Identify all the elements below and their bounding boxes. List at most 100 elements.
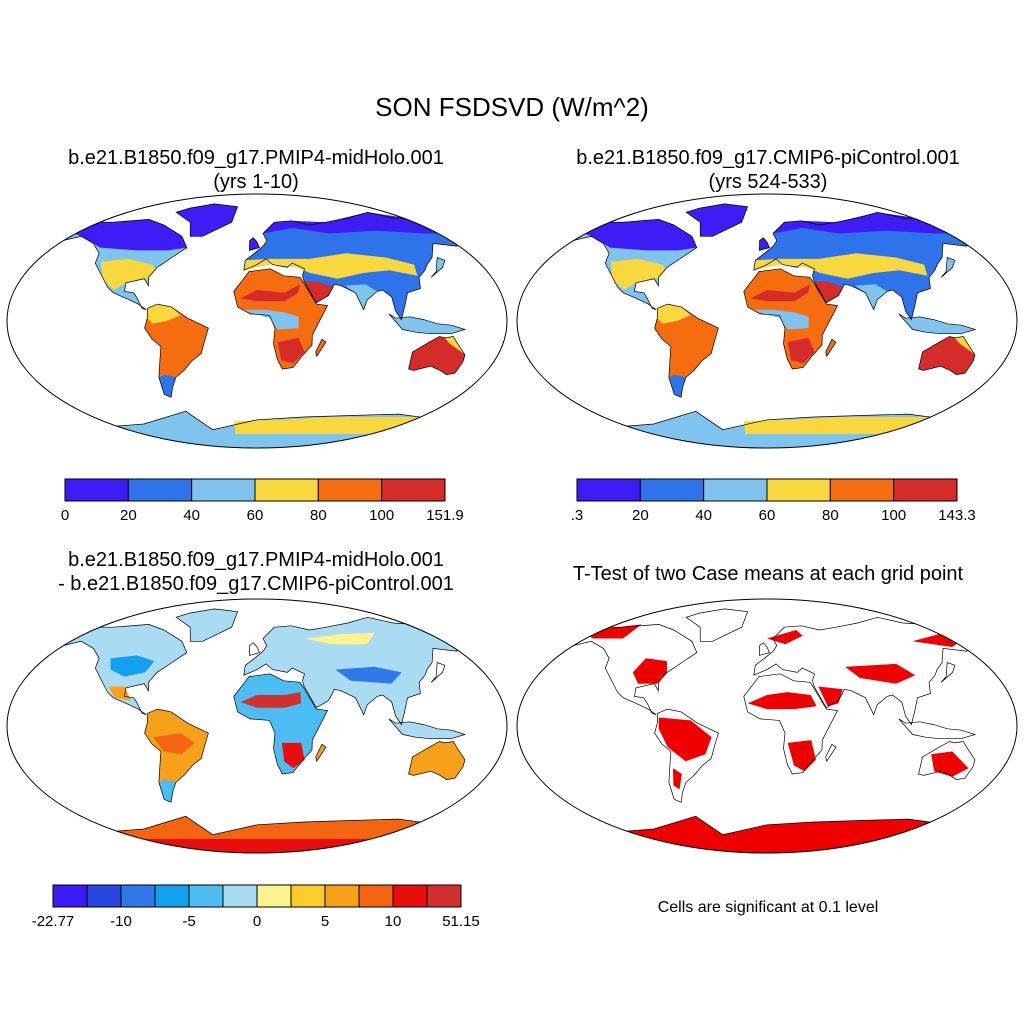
colorbar-box <box>426 884 462 908</box>
coastline <box>940 257 956 278</box>
sig-scandinavia <box>767 630 803 645</box>
panel2-title: b.e21.B1850.f09_g17.CMIP6-piControl.001 … <box>518 146 1018 194</box>
colorbar-box <box>576 478 641 502</box>
amazon-pos <box>153 733 195 755</box>
coastline <box>233 673 329 775</box>
colorbar-midholo: 0 20 40 60 80 100 151.9 <box>61 478 464 524</box>
india <box>855 284 888 310</box>
colorbar-box <box>64 478 129 502</box>
colorbar-tick-label: 0 <box>61 507 69 524</box>
colorbar-tick-label: .3 <box>571 507 584 524</box>
namerica-south <box>101 258 157 290</box>
japan <box>941 257 955 278</box>
map-panel-picontrol <box>516 193 1018 449</box>
colorbar-tick-label: 143.3 <box>938 507 976 524</box>
coastline <box>144 303 209 398</box>
samerica <box>144 709 209 803</box>
coastline <box>685 608 749 642</box>
coastline <box>825 338 837 358</box>
samerica <box>654 304 719 398</box>
coastline <box>753 616 984 726</box>
namerica-neg <box>110 655 155 677</box>
colorbar-box <box>703 478 768 502</box>
significance-note: Cells are significant at 0.1 level <box>657 899 879 916</box>
uk <box>249 237 260 251</box>
colorbar-tick-label: 60 <box>759 507 776 524</box>
panel4-title: T-Test of two Case means at each grid po… <box>572 563 964 585</box>
colorbar-tick-label: 51.15 <box>442 913 480 930</box>
sahel-pos <box>240 692 301 708</box>
colorbar-box <box>893 478 958 502</box>
madagascar <box>315 339 326 357</box>
samerica-north <box>147 304 181 324</box>
colorbar-box <box>154 884 190 908</box>
colorbar-box <box>317 478 383 502</box>
asia-neg <box>335 666 402 684</box>
australia-north <box>444 336 465 355</box>
colorbar-box <box>254 478 319 502</box>
madagascar <box>825 339 836 357</box>
sig-chile <box>673 768 682 790</box>
africa-south <box>277 337 305 364</box>
greenland <box>176 203 238 237</box>
coastline <box>175 203 239 237</box>
colorbar-box <box>127 478 193 502</box>
sahara-core <box>240 284 301 302</box>
indonesia <box>388 313 466 334</box>
colorbar-box <box>290 884 326 908</box>
colorbar-box <box>120 884 156 908</box>
eurasia-mid <box>243 253 418 279</box>
colorbar-tick-label: 10 <box>385 913 402 930</box>
panel3-case: b.e21.B1850.f09_g17.PMIP4-midHolo.001 <box>68 549 444 571</box>
coastline <box>388 718 467 740</box>
colorbar-box <box>358 884 394 908</box>
sig-samerica <box>658 717 712 762</box>
panel1-years: (yrs 1-10) <box>213 171 299 193</box>
indonesia <box>898 313 976 334</box>
coastline <box>918 336 976 375</box>
colorbar-tick-label: 100 <box>369 507 394 524</box>
sig-australia <box>931 751 969 777</box>
panel3-title: b.e21.B1850.f09_g17.PMIP4-midHolo.001 - … <box>6 548 506 596</box>
coastline <box>940 662 956 683</box>
colorbar-tick-label: 20 <box>120 507 137 524</box>
coastline <box>243 616 474 726</box>
coastline <box>388 313 467 335</box>
coastline <box>825 743 837 763</box>
coastline <box>408 336 466 375</box>
colorbar-tick-label: 80 <box>310 507 327 524</box>
eurasia-north <box>263 212 474 234</box>
map-border <box>516 193 1018 449</box>
colorbar-box <box>829 478 895 502</box>
greenland <box>686 203 748 237</box>
sig-asia <box>845 663 916 684</box>
colorbar-tick-label: -5 <box>182 913 195 930</box>
samerica <box>144 304 209 398</box>
coastline <box>56 219 188 311</box>
ocean <box>517 599 1017 853</box>
africa-tropics <box>243 309 299 330</box>
coastline <box>753 211 984 321</box>
coastline <box>56 624 188 716</box>
colorbar-box <box>381 478 446 502</box>
coastline <box>233 268 329 370</box>
coastline <box>315 338 327 358</box>
coastline <box>743 268 839 370</box>
coastline <box>175 608 239 642</box>
colorbar-tick-label: 5 <box>321 913 329 930</box>
coastline <box>566 624 698 716</box>
coastline <box>759 237 770 251</box>
colorbar-box <box>188 884 224 908</box>
coastline <box>759 642 770 656</box>
colorbar-box <box>766 478 831 502</box>
map-panel-ttest <box>516 598 1018 854</box>
map-border <box>6 193 508 449</box>
australia-north <box>954 336 975 355</box>
colorbar-tick-label: 100 <box>881 507 906 524</box>
colorbar-tick-label: 151.9 <box>426 507 464 524</box>
colorbar-box <box>222 884 258 908</box>
samerica-north <box>657 304 691 324</box>
japan <box>431 257 445 278</box>
panel3-case2: - b.e21.B1850.f09_g17.CMIP6-piControl.00… <box>58 573 454 595</box>
coastline <box>685 203 749 237</box>
